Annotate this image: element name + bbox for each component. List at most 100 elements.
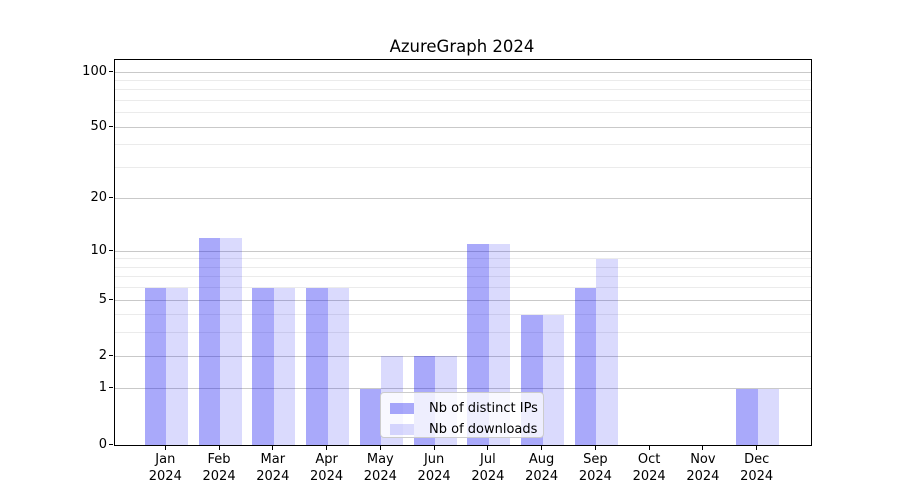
y-tick-mark <box>109 70 113 72</box>
x-tick-mark <box>164 445 166 450</box>
bar-may-distinct-ips <box>359 388 382 445</box>
minor-gridline <box>115 99 811 101</box>
bar-jan-downloads <box>166 287 188 445</box>
x-tick-month: Apr <box>315 452 338 467</box>
y-tick-mark <box>109 298 113 300</box>
y-tick-label: 1 <box>98 380 107 396</box>
y-tick-label: 5 <box>98 291 107 307</box>
y-tick-label: 10 <box>90 242 107 258</box>
x-tick-label: Dec 2024 <box>717 451 797 485</box>
x-tick-mark <box>272 445 274 450</box>
major-gridline <box>115 126 811 128</box>
x-tick-year: 2024 <box>471 469 505 484</box>
x-tick-month: Jul <box>480 452 496 467</box>
x-tick-label: Jun 2024 <box>394 451 474 485</box>
x-tick-year: 2024 <box>148 469 182 484</box>
bar-apr-downloads <box>327 287 350 445</box>
major-gridline <box>115 198 811 200</box>
x-tick-month: Sep <box>583 452 608 467</box>
y-tick-label: 100 <box>82 63 107 79</box>
legend-swatch-distinct-ips <box>390 403 414 414</box>
x-tick-year: 2024 <box>632 469 666 484</box>
legend-swatch-downloads <box>390 424 414 435</box>
legend-row: Nb of downloads <box>390 419 543 440</box>
x-tick-mark <box>379 445 381 450</box>
minor-gridline <box>115 266 811 268</box>
minor-gridline <box>115 287 811 289</box>
minor-gridline <box>115 166 811 168</box>
x-tick-mark <box>541 445 543 450</box>
major-gridline <box>115 299 811 301</box>
x-tick-label: Oct 2024 <box>609 451 689 485</box>
x-tick-mark <box>326 445 328 450</box>
y-tick-label: 50 <box>90 118 107 134</box>
y-tick-label: 2 <box>98 347 107 363</box>
y-tick-mark <box>109 125 113 127</box>
major-gridline <box>115 71 811 73</box>
bar-jan-distinct-ips <box>144 287 167 445</box>
x-tick-year: 2024 <box>202 469 236 484</box>
bar-sep-downloads <box>596 258 618 445</box>
bar-feb-downloads <box>220 237 242 445</box>
y-tick-mark <box>109 197 113 199</box>
x-tick-mark <box>218 445 220 450</box>
plot-area <box>114 59 812 446</box>
x-tick-label: Apr 2024 <box>287 451 367 485</box>
x-tick-month: Jun <box>423 452 445 467</box>
x-tick-month: Aug <box>528 452 555 467</box>
x-tick-year: 2024 <box>417 469 451 484</box>
x-tick-mark <box>702 445 704 450</box>
y-tick-label: 0 <box>98 436 107 452</box>
minor-gridline <box>115 144 811 146</box>
x-tick-label: Mar 2024 <box>233 451 313 485</box>
y-tick-mark <box>109 443 113 445</box>
x-tick-year: 2024 <box>256 469 290 484</box>
x-tick-month: Feb <box>207 452 231 467</box>
bar-apr-distinct-ips <box>306 287 328 445</box>
x-tick-label: Jan 2024 <box>125 451 205 485</box>
x-tick-mark <box>648 445 650 450</box>
bar-dec-downloads <box>757 388 780 445</box>
x-tick-mark <box>594 445 596 450</box>
minor-gridline <box>115 276 811 278</box>
x-tick-label: May 2024 <box>340 451 420 485</box>
major-gridline <box>115 250 811 252</box>
minor-gridline <box>115 332 811 334</box>
bar-feb-distinct-ips <box>198 237 221 445</box>
minor-gridline <box>115 112 811 114</box>
x-tick-year: 2024 <box>310 469 344 484</box>
x-tick-label: Nov 2024 <box>663 451 743 485</box>
y-tick-mark <box>109 249 113 251</box>
minor-gridline <box>115 258 811 260</box>
bar-mar-distinct-ips <box>252 287 274 445</box>
minor-gridline <box>115 89 811 91</box>
x-tick-label: Sep 2024 <box>555 451 635 485</box>
x-tick-month: Mar <box>260 452 286 467</box>
x-tick-label: Jul 2024 <box>448 451 528 485</box>
x-tick-year: 2024 <box>363 469 397 484</box>
x-tick-month: Dec <box>744 452 770 467</box>
x-tick-year: 2024 <box>525 469 559 484</box>
major-gridline <box>115 388 811 390</box>
x-tick-year: 2024 <box>578 469 612 484</box>
minor-gridline <box>115 79 811 81</box>
x-tick-mark <box>487 445 489 450</box>
bar-sep-distinct-ips <box>574 287 597 445</box>
legend-label-downloads: Nb of downloads <box>429 422 538 437</box>
x-tick-label: Feb 2024 <box>179 451 259 485</box>
x-tick-month: Oct <box>637 452 661 467</box>
x-tick-month: Jan <box>155 452 176 467</box>
x-tick-month: May <box>366 452 394 467</box>
chart-title: AzureGraph 2024 <box>389 37 535 56</box>
x-tick-mark <box>756 445 758 450</box>
x-tick-year: 2024 <box>686 469 720 484</box>
bar-dec-distinct-ips <box>736 388 758 445</box>
legend-label-distinct-ips: Nb of distinct IPs <box>429 401 538 416</box>
x-tick-label: Aug 2024 <box>502 451 582 485</box>
bar-mar-downloads <box>273 287 296 445</box>
x-tick-mark <box>433 445 435 450</box>
legend-row: Nb of distinct IPs <box>390 398 543 419</box>
y-tick-label: 20 <box>90 190 107 206</box>
y-tick-mark <box>109 354 113 356</box>
